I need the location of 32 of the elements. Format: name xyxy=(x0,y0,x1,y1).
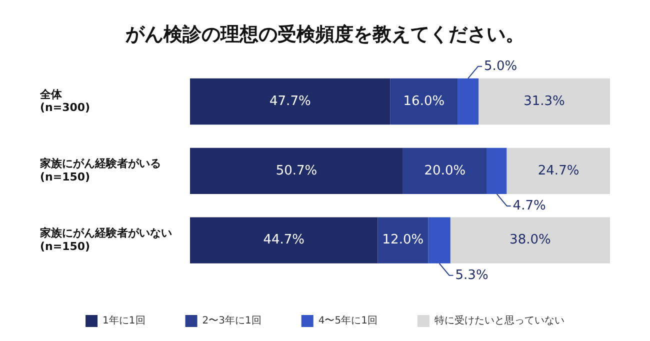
bar xyxy=(450,217,610,264)
data-label: 12.0% xyxy=(382,232,424,248)
bar xyxy=(478,78,610,125)
bar xyxy=(428,217,450,264)
data-label: 24.7% xyxy=(538,163,580,178)
chart-title: がん検診の理想の受検頻度を教えてください。 xyxy=(124,23,524,46)
legend-label: 1年に1回 xyxy=(102,314,146,327)
bar xyxy=(378,217,428,264)
data-label: 20.0% xyxy=(424,163,466,178)
bar xyxy=(402,148,487,194)
data-label: 5.0% xyxy=(484,58,518,74)
bar xyxy=(458,78,479,125)
data-label: 4.7% xyxy=(512,198,546,214)
bar xyxy=(486,148,507,194)
bar xyxy=(390,78,458,125)
legend-label: 4〜5年に1回 xyxy=(318,314,378,327)
legend-label: 2〜3年に1回 xyxy=(202,314,262,327)
data-label: 50.7% xyxy=(276,163,318,178)
bar xyxy=(190,78,390,125)
y-tick-label: 全体 (n=300) xyxy=(39,88,90,114)
bar xyxy=(190,148,403,194)
y-tick-label: 家族にがん経験者がいない (n=150) xyxy=(39,226,172,253)
legend-label: 特に受けたいと思っていない xyxy=(434,314,564,327)
data-label: 47.7% xyxy=(270,94,311,109)
data-label: 44.7% xyxy=(263,232,305,248)
data-label: 5.3% xyxy=(455,268,488,283)
bar xyxy=(190,217,378,264)
data-label: 38.0% xyxy=(510,232,551,248)
bar xyxy=(506,148,610,194)
y-tick-label: 家族にがん経験者がいる (n=150) xyxy=(39,157,161,184)
data-label: 16.0% xyxy=(403,94,445,109)
data-label: 31.3% xyxy=(524,94,565,109)
